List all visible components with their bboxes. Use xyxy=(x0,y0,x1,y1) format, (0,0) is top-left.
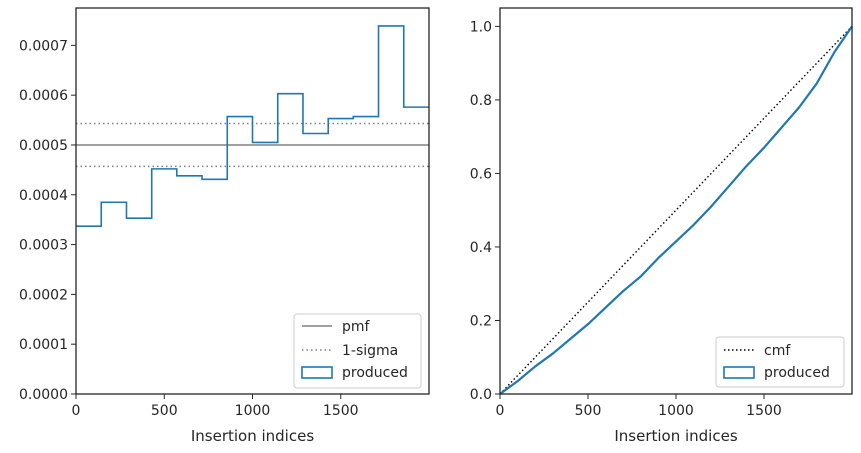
x-tick-label: 0 xyxy=(496,403,505,419)
y-tick-label: 1.0 xyxy=(470,19,492,35)
y-tick-label: 0.4 xyxy=(470,240,492,256)
produced-point xyxy=(640,275,642,278)
x-tick-label: 1000 xyxy=(658,403,694,419)
produced-point xyxy=(816,82,818,85)
cmf-line-chart: 0 500 1000 1500 0.0 0.2 0.4 0.6 0.8 1.0 Insertion … xyxy=(470,7,853,445)
legend-label-produced: produced xyxy=(764,365,830,381)
y-tick-label: 0.0001 xyxy=(19,337,68,353)
legend-box xyxy=(293,313,422,389)
y-tick-label: 0.8 xyxy=(470,93,492,109)
x-tick-label: 500 xyxy=(151,403,178,419)
produced-point xyxy=(833,51,836,53)
x-tick-label: 500 xyxy=(575,403,602,419)
legend-label-pmf: pmf xyxy=(342,319,371,335)
produced-point xyxy=(622,290,624,292)
y-tick-label: 0.2 xyxy=(470,313,492,329)
y-tick-label: 0.0007 xyxy=(19,38,68,54)
x-axis-label: Insertion indices xyxy=(191,427,314,445)
y-tick-label: 0.6 xyxy=(470,166,492,182)
produced-point xyxy=(692,224,695,226)
produced-point xyxy=(516,380,519,382)
y-tick-label: 0.0003 xyxy=(19,238,68,254)
legend: pmf 1-sigma produced xyxy=(293,313,422,389)
produced-point xyxy=(745,165,748,167)
pmf-histogram-chart: 0 500 1000 1500 0.0000 0.0001 0.0002 0.0003 0.00… xyxy=(19,7,430,445)
produced-point xyxy=(604,306,607,309)
produced-histogram-step xyxy=(76,25,429,227)
produced-point xyxy=(798,106,800,109)
produced-point xyxy=(763,146,765,149)
y-tick-label: 0.0004 xyxy=(19,188,68,204)
x-axis-label: Insertion indices xyxy=(614,427,737,445)
y-tick-label: 0.0000 xyxy=(19,387,68,403)
y-tick-label: 0.0 xyxy=(470,387,492,403)
y-tick-label: 0.0002 xyxy=(19,287,68,303)
produced-point xyxy=(569,338,572,340)
x-tick-label: 1500 xyxy=(323,403,359,419)
y-tick-label: 0.0006 xyxy=(19,88,68,104)
produced-point xyxy=(780,126,783,129)
produced-point xyxy=(657,257,660,259)
cmf-line xyxy=(499,25,853,395)
produced-point xyxy=(587,323,589,325)
legend-label-produced: produced xyxy=(342,365,408,381)
y-tick-label: 0.0005 xyxy=(19,138,68,154)
x-tick-label: 1500 xyxy=(746,403,782,419)
produced-point xyxy=(552,352,554,355)
produced-point xyxy=(534,365,536,368)
produced-point xyxy=(728,185,730,188)
x-tick-label: 1000 xyxy=(235,403,271,419)
x-tick-label: 0 xyxy=(72,403,81,419)
produced-point xyxy=(675,240,677,243)
legend-swatch-produced xyxy=(723,366,755,379)
legend: cmf produced xyxy=(715,336,845,388)
produced-point xyxy=(710,205,712,208)
legend-label-sigma: 1-sigma xyxy=(342,343,398,359)
plot-area xyxy=(500,8,852,394)
legend-label-cmf: cmf xyxy=(764,343,791,359)
legend-swatch-produced xyxy=(301,366,333,379)
